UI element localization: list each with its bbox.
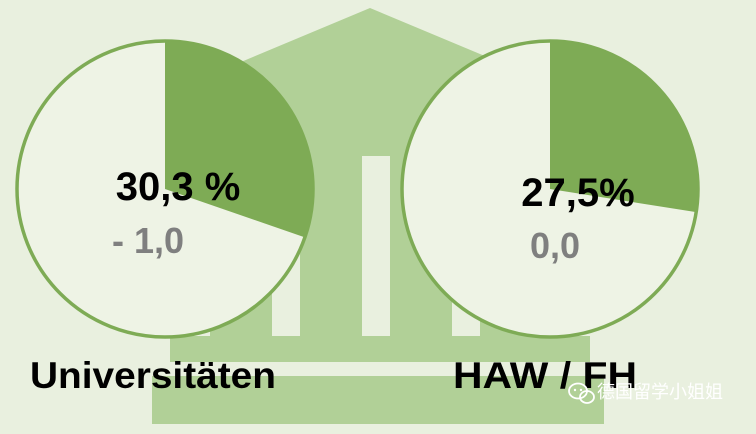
pie-universitaeten: 30,3 % - 1,0 [15,39,315,339]
pie-universitaeten-value-label: 30,3 % [116,165,241,209]
pie-universitaeten-slice [165,41,314,238]
pie-haw-fh: 27,5% 0,0 [400,39,700,339]
category-label-universitaeten: Universitäten [30,355,276,396]
watermark: 德国留学小姐姐 [568,382,723,404]
wechat-icon [568,382,595,404]
pie-haw-fh-value-label: 27,5% [521,171,634,215]
pie-haw-fh-slice [550,40,699,213]
building-base-lower [152,376,604,424]
category-label-haw-fh: HAW / FH [453,355,637,396]
watermark-text: 德国留学小姐姐 [597,382,723,403]
building-base-upper [170,336,590,362]
pie-haw-fh-change-label: 0,0 [530,225,580,266]
pie-universitaeten-change-label: - 1,0 [112,220,184,261]
